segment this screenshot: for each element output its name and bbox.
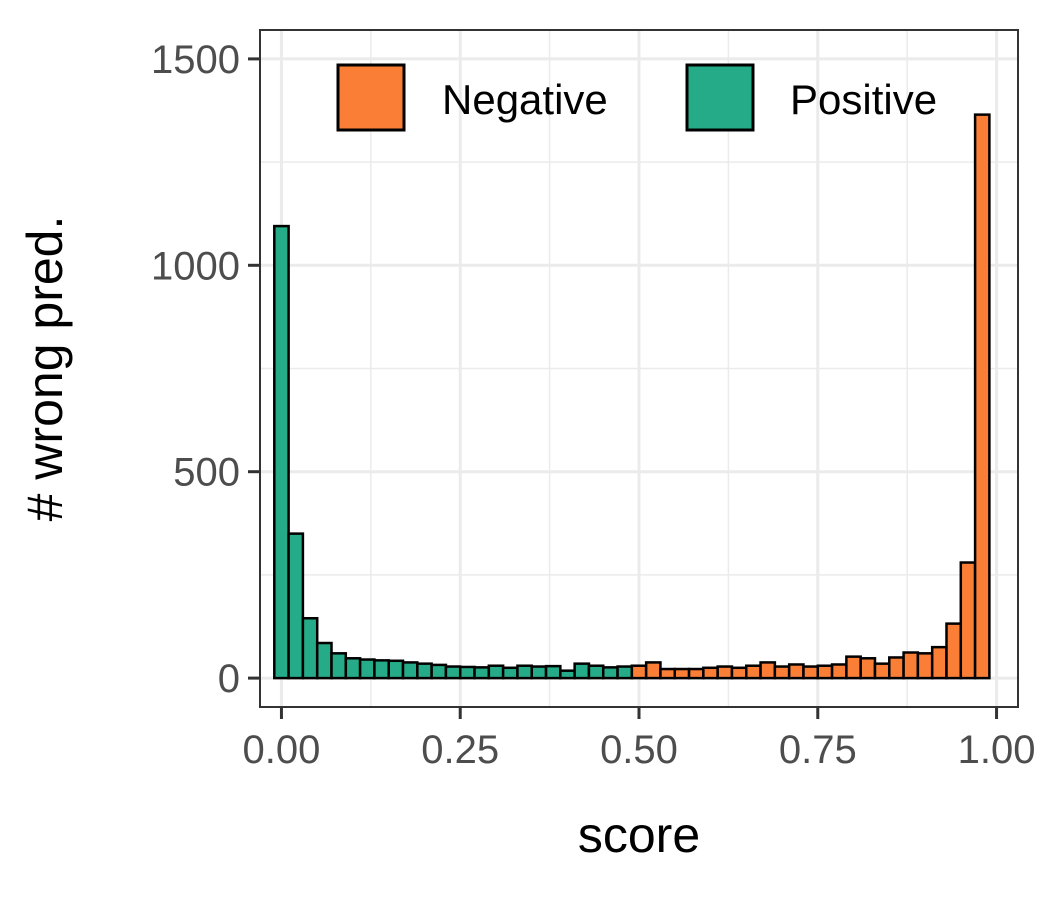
bar-negative	[873, 662, 891, 680]
bar-positive	[273, 224, 290, 680]
bar-negative	[816, 664, 834, 680]
bar-positive	[587, 664, 605, 680]
legend-swatch-negative	[336, 63, 406, 132]
bar-positive	[444, 665, 462, 680]
bar-positive	[573, 662, 591, 680]
bar-negative	[687, 667, 705, 680]
bar-negative	[759, 661, 777, 680]
x-tick-label: 0.50	[600, 728, 678, 772]
bar-negative	[659, 667, 677, 680]
bar-positive	[373, 659, 390, 680]
y-axis-title: # wrong pred.	[17, 216, 73, 522]
x-tick-label: 1.00	[958, 728, 1036, 772]
bar-negative	[630, 664, 648, 680]
bar-positive	[501, 666, 519, 680]
bar-negative	[745, 664, 762, 680]
bar-positive	[559, 669, 576, 680]
x-tick-label: 0.25	[421, 728, 499, 772]
bar-positive	[516, 664, 533, 680]
y-tick-label: 1500	[151, 38, 240, 82]
bar-negative	[702, 666, 719, 680]
bar-negative	[644, 661, 662, 680]
bar-negative	[902, 651, 920, 680]
bar-positive	[616, 665, 634, 680]
y-tick-label: 500	[173, 451, 240, 495]
bars	[273, 113, 991, 680]
bar-positive	[601, 666, 619, 680]
bar-negative	[830, 663, 848, 680]
legend: Negative Positive	[336, 63, 937, 132]
bar-negative	[888, 656, 905, 680]
bar-positive	[401, 661, 419, 680]
bar-negative	[959, 561, 977, 680]
grid	[260, 30, 1018, 707]
bar-positive	[416, 662, 433, 680]
x-tick-label: 0.75	[779, 728, 857, 772]
x-tick-label: 0.00	[243, 728, 321, 772]
bar-positive	[530, 665, 548, 680]
bar-negative	[673, 667, 691, 680]
bar-negative	[859, 657, 877, 680]
bar-positive	[473, 666, 491, 680]
bar-negative	[930, 645, 948, 680]
bar-negative	[845, 655, 862, 680]
bar-positive	[344, 657, 362, 680]
legend-label-positive: Positive	[790, 76, 937, 123]
axes: 0.00 0.25 0.50 0.75 1.00 0 500 1000 1500	[151, 38, 1035, 772]
x-axis-title: score	[578, 807, 700, 863]
bar-positive	[301, 616, 319, 680]
bar-negative	[973, 113, 991, 680]
bar-positive	[330, 652, 348, 680]
bar-negative	[716, 665, 734, 680]
legend-label-negative: Negative	[442, 76, 608, 123]
bar-negative	[773, 665, 791, 680]
y-tick-label: 1000	[151, 244, 240, 288]
y-tick-label: 0	[218, 657, 240, 701]
bar-positive	[287, 532, 305, 680]
bar-negative	[802, 665, 820, 680]
bar-positive	[544, 664, 562, 680]
bar-positive	[358, 658, 376, 680]
bar-positive	[315, 641, 333, 680]
bar-negative	[945, 622, 963, 680]
bar-negative	[787, 663, 805, 680]
bar-negative	[730, 666, 748, 680]
legend-swatch-positive	[685, 63, 755, 132]
bar-positive	[430, 663, 448, 680]
bar-positive	[458, 665, 476, 680]
bar-positive	[387, 659, 405, 680]
bar-positive	[487, 664, 505, 680]
bar-negative	[916, 652, 934, 680]
